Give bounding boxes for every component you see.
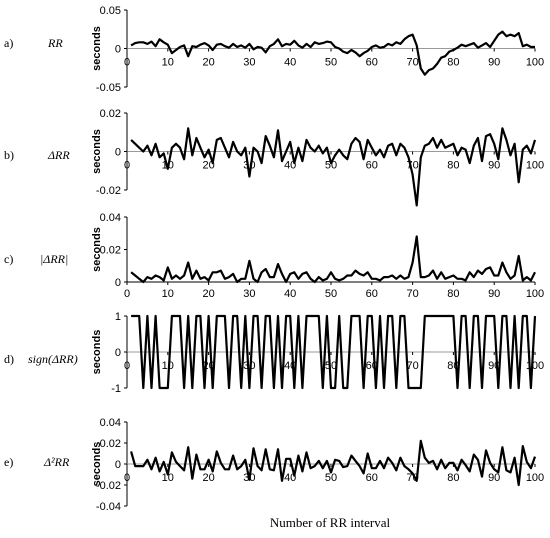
- panel-b-y-tick-label: 0.02: [100, 108, 121, 120]
- panel-d-x-tick-label: 30: [243, 360, 255, 372]
- panel-d-x-tick-label: 0: [124, 360, 130, 372]
- panel-a-x-tick-label: 0: [124, 57, 130, 69]
- panel-c-letter: c): [4, 252, 13, 266]
- panel-d-y-tick-label: 1: [115, 311, 121, 323]
- panel-e-x-tick-label: 0: [124, 472, 130, 484]
- panel-c-label: |ΔRR|: [40, 252, 68, 266]
- panel-b-series-line: [130, 127, 537, 207]
- panel-a-x-tick-label: 90: [488, 57, 500, 69]
- panel-e-x-tick-label: 60: [366, 472, 378, 484]
- panel-c-y-tick-label: 0: [115, 277, 121, 289]
- panel-d-y-axis-label: seconds: [91, 330, 103, 375]
- panel-a-y-tick-label: -0.05: [96, 82, 121, 94]
- panel-e-x-tick-label: 80: [447, 472, 459, 484]
- panel-e-x-tick-label: 50: [325, 472, 337, 484]
- panel-b-x-tick-label: 70: [406, 160, 418, 172]
- panel-d-x-tick-label: 10: [162, 360, 174, 372]
- panel-b-letter: b): [4, 148, 14, 162]
- panel-b-y-tick-label: 0: [115, 147, 121, 159]
- panel-c-x-tick-label: 70: [406, 288, 418, 300]
- panel-e-x-tick-label: 10: [162, 472, 174, 484]
- panel-e-letter: e): [4, 455, 13, 469]
- panel-d-series-line: [131, 314, 537, 390]
- panel-e-y-tick-label: -0.04: [96, 501, 121, 513]
- panel-a-y-tick-label: 0.05: [100, 5, 121, 17]
- panel-e-label: Δ²RR: [43, 455, 70, 469]
- panel-b-x-tick-label: 0: [124, 160, 130, 172]
- panel-a-label: RR: [47, 36, 63, 50]
- panel-b-y-axis-label: seconds: [91, 129, 103, 174]
- x-axis-title: Number of RR interval: [270, 515, 391, 530]
- panel-a-x-tick-label: 80: [447, 57, 459, 69]
- panel-a-x-tick-label: 100: [526, 57, 544, 69]
- panel-c-x-tick-label: 60: [366, 288, 378, 300]
- panel-c-x-tick-label: 30: [243, 288, 255, 300]
- panel-a-y-tick-label: 0: [115, 44, 121, 56]
- panel-b-y-tick-label: -0.02: [96, 185, 121, 197]
- panel-a-letter: a): [4, 36, 13, 50]
- panel-e-series-line: [130, 439, 537, 487]
- panel-d-y-tick-label: -1: [111, 383, 121, 395]
- panel-c-y-axis-label: seconds: [91, 227, 103, 272]
- panel-a: a) RR seconds -0.05 0 0.05 0 10 20 30 40 50 60 70 80…: [4, 5, 544, 94]
- panel-e-x-tick-label: 100: [526, 472, 544, 484]
- panel-d-x-tick-label: 50: [325, 360, 337, 372]
- panel-e-y-tick-label: 0.02: [100, 438, 121, 450]
- panel-b-label: ΔRR: [47, 148, 70, 162]
- panel-b-x-tick-label: 50: [325, 160, 337, 172]
- panel-d-letter: d): [4, 352, 14, 366]
- panel-a-x-tick-label: 30: [243, 57, 255, 69]
- panel-a-x-tick-label: 40: [284, 57, 296, 69]
- panel-a-x-tick-label: 50: [325, 57, 337, 69]
- panel-c-x-tick-label: 0: [124, 288, 130, 300]
- panel-a-series-line: [130, 30, 535, 76]
- panel-d-x-tick-label: 70: [406, 360, 418, 372]
- panel-c-x-tick-label: 20: [202, 288, 214, 300]
- panel-b-x-tick-label: 80: [447, 160, 459, 172]
- panel-c-y-tick-label: 0.04: [100, 212, 121, 224]
- panel-c-x-tick-label: 50: [325, 288, 337, 300]
- panel-e-y-tick-label: 0.04: [100, 417, 121, 429]
- panel-d-label: sign(ΔRR): [28, 352, 78, 366]
- panel-a-y-axis-label: seconds: [91, 26, 103, 71]
- panel-b-x-tick-label: 100: [526, 160, 544, 172]
- panel-e-x-tick-label: 90: [488, 472, 500, 484]
- panel-c-x-tick-label: 10: [162, 288, 174, 300]
- panel-b-x-tick-label: 90: [488, 160, 500, 172]
- panel-c-x-tick-label: 40: [284, 288, 296, 300]
- panel-c-y-tick-label: 0.02: [100, 245, 121, 257]
- panel-a-x-tick-label: 20: [202, 57, 214, 69]
- panel-d-y-tick-label: 0: [115, 347, 121, 359]
- panel-c-x-tick-label: 90: [488, 288, 500, 300]
- panel-e-x-tick-label: 20: [202, 472, 214, 484]
- panel-c-series-line: [130, 235, 536, 284]
- panel-e-y-axis-label: seconds: [91, 442, 103, 487]
- panel-c-x-tick-label: 100: [526, 288, 544, 300]
- panel-a-x-tick-label: 10: [162, 57, 174, 69]
- panel-c: c) |ΔRR| seconds 0 0.02 0.04 0 10 20 30 40 50 60 70…: [4, 212, 544, 300]
- panel-a-x-tick-label: 70: [406, 57, 418, 69]
- panel-e-y-tick-label: 0: [115, 459, 121, 471]
- panel-c-x-tick-label: 80: [447, 288, 459, 300]
- panel-e-y-tick-label: -0.02: [96, 480, 121, 492]
- panel-b-x-tick-label: 60: [366, 160, 378, 172]
- panel-a-x-tick-label: 60: [366, 57, 378, 69]
